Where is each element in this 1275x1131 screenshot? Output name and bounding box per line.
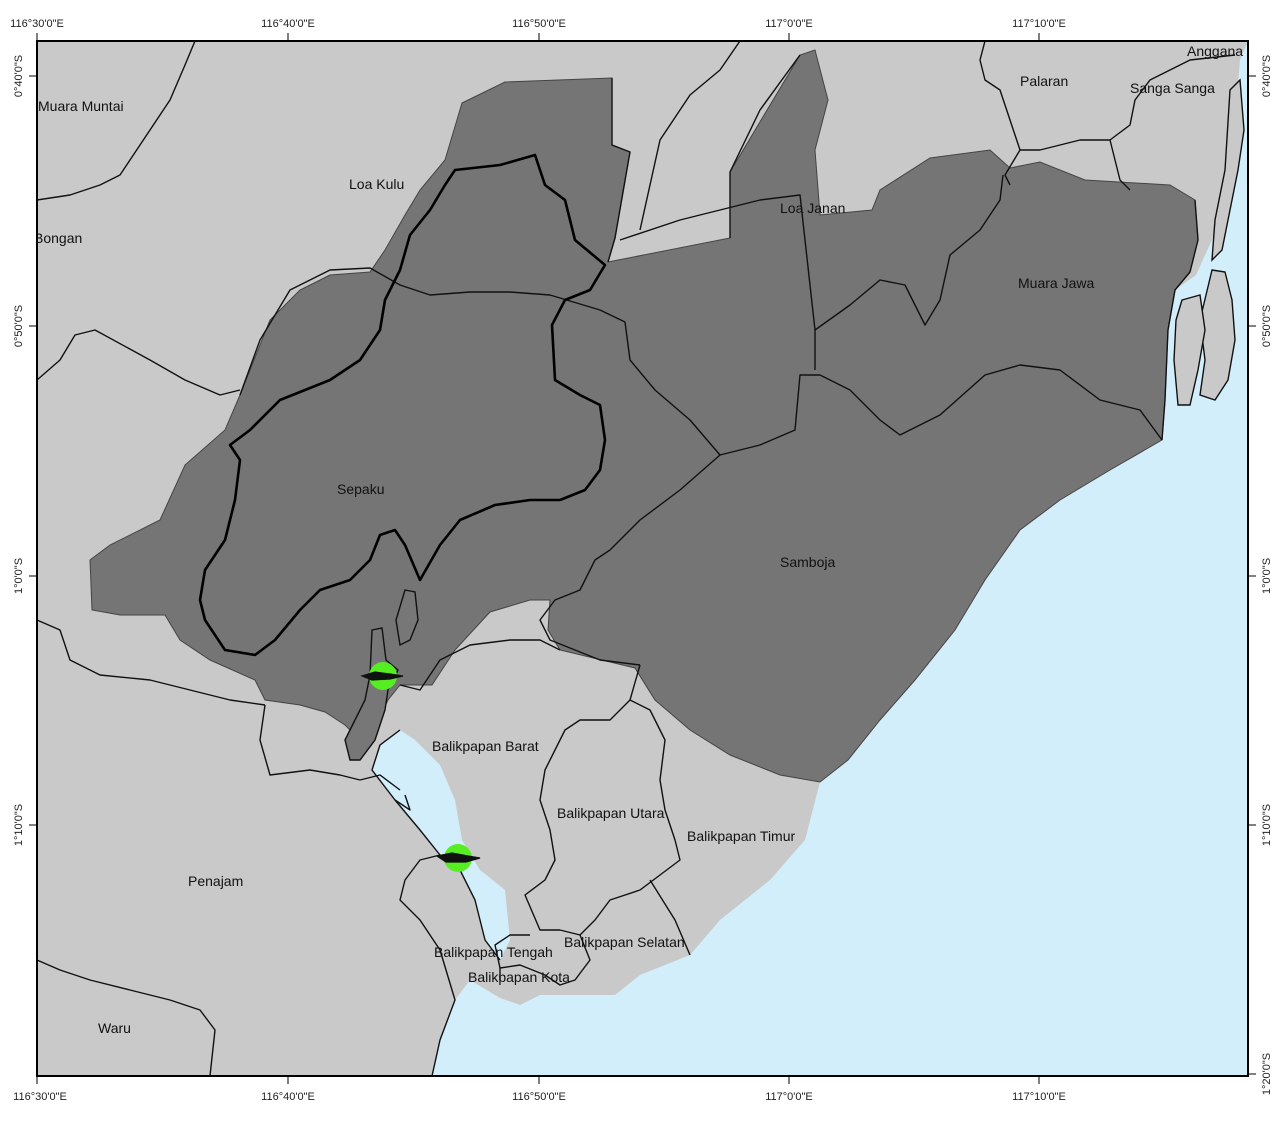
sepaku-boundary [198,153,607,657]
graticule-ticks [29,33,1256,1084]
longitude-label: 116°40'0"E [261,18,315,30]
longitude-label: 117°10'0"E [1012,18,1066,30]
delta-island [1211,78,1245,262]
place-label: Balikpapan Barat [432,738,539,754]
estuary-island [344,627,399,761]
latitude-label: 0°40'0"S [13,55,25,97]
place-label: Waru [98,1020,131,1036]
place-label: Sanga Sanga [1130,80,1215,96]
latitude-labels-right: 0°40'0"S 0°50'0"S 1°0'0"S 1°10'0"S 1°20'… [1261,55,1273,1095]
longitude-label: 116°40'0"E [261,1091,315,1103]
place-label: Balikpapan Timur [687,828,796,844]
longitude-label: 116°30'0"E [10,18,64,30]
place-label: Penajam [188,873,243,889]
place-label: Balikpapan Utara [557,805,665,821]
place-label: Palaran [1020,73,1068,89]
latitude-label: 1°0'0"S [1261,558,1273,594]
district-boundaries [37,41,1236,1076]
longitude-labels-bottom: 116°30'0"E 116°40'0"E 116°50'0"E 117°0'0… [13,1091,1066,1103]
place-label: Balikpapan Tengah [434,944,553,960]
place-label: Bongan [34,230,82,246]
longitude-labels-top: 116°30'0"E 116°40'0"E 116°50'0"E 117°0'0… [10,18,1066,30]
latitude-label: 0°50'0"S [1261,305,1273,347]
latitude-label: 1°0'0"S [13,558,25,594]
latitude-label: 0°40'0"S [1261,55,1273,97]
longitude-label: 116°50'0"E [512,18,566,30]
study-area [89,49,1199,783]
estuary-island [395,589,419,647]
place-label: Balikpapan Selatan [564,934,685,950]
longitude-label: 117°10'0"E [1012,1091,1066,1103]
place-label: Loa Kulu [349,176,404,192]
place-label: Samboja [780,554,835,570]
place-label: Balikpapan Kota [468,969,570,985]
latitude-label: 0°50'0"S [13,305,25,347]
longitude-label: 116°30'0"E [13,1091,67,1103]
longitude-label: 116°50'0"E [512,1091,566,1103]
latitude-label: 1°10'0"S [13,804,25,846]
latitude-label: 1°20'0"S [1261,1053,1273,1095]
map-frame [36,40,1249,1077]
delta-island [1173,294,1206,406]
sea-area [372,41,1248,1076]
latitude-labels-left: 0°40'0"S 0°50'0"S 1°0'0"S 1°10'0"S [13,55,25,846]
place-label: Muara Muntai [38,98,124,114]
place-label: Anggana [1187,43,1243,59]
site-marker-south [435,844,481,872]
place-label: Muara Jawa [1018,275,1094,291]
longitude-label: 117°0'0"E [765,18,813,30]
place-labels: Muara Muntai Loa Kulu Bongan Loa Janan P… [34,43,1243,1036]
longitude-label: 117°0'0"E [765,1091,813,1103]
latitude-label: 1°10'0"S [1261,804,1273,846]
site-marker-north [360,662,404,690]
place-label: Loa Janan [780,200,845,216]
place-label: Sepaku [337,481,384,497]
